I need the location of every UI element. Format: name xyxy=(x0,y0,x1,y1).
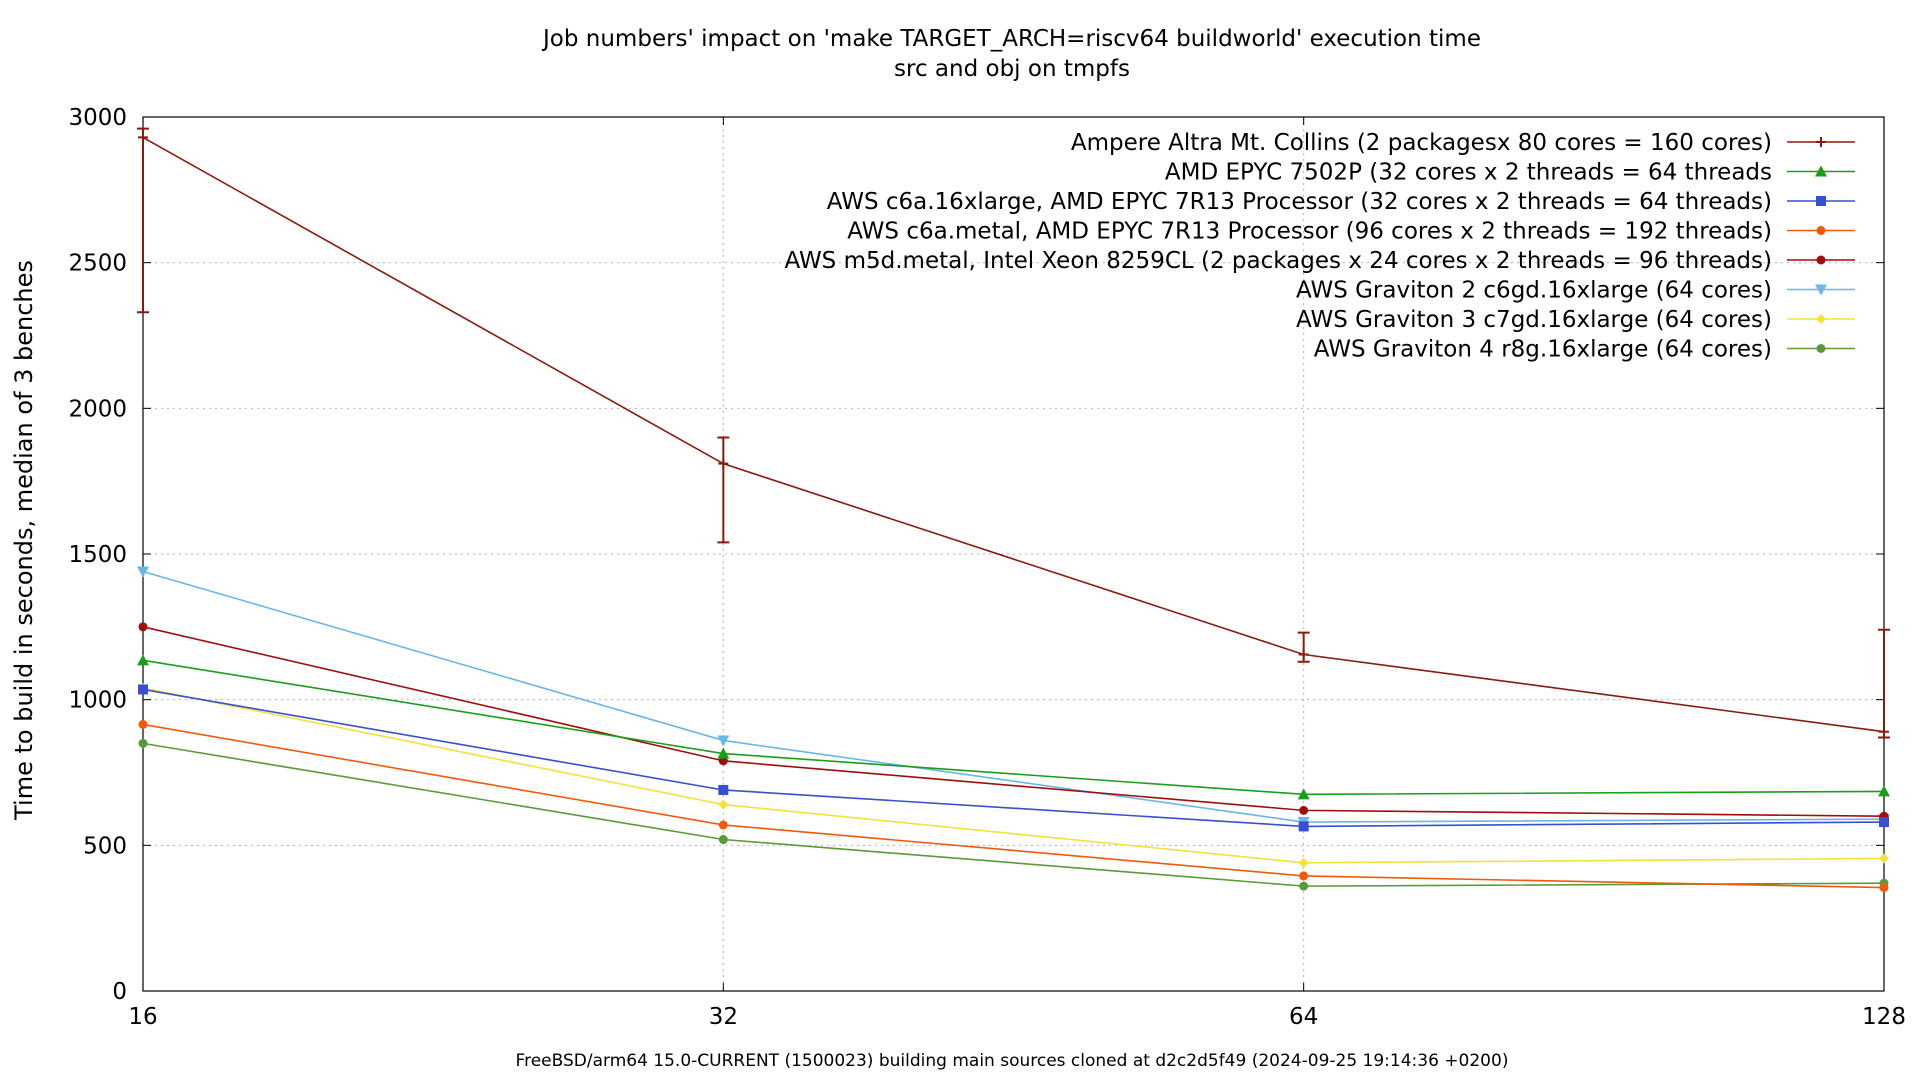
legend-label: AWS m5d.metal, Intel Xeon 8259CL (2 pack… xyxy=(784,248,1772,274)
series-plus xyxy=(137,127,1890,739)
series-line xyxy=(142,742,1885,887)
series-triangle xyxy=(137,654,1890,800)
data-point xyxy=(717,747,730,759)
data-point xyxy=(137,654,149,666)
series-line xyxy=(142,626,1885,817)
data-point xyxy=(717,735,730,747)
data-point xyxy=(1298,857,1309,868)
legend-label: AWS c6a.16xlarge, AMD EPYC 7R13 Processo… xyxy=(827,189,1772,215)
y-tick-label: 0 xyxy=(112,979,127,1005)
chart-title: Job numbers' impact on 'make TARGET_ARCH… xyxy=(541,26,1481,52)
series-circle xyxy=(138,622,1889,821)
y-tick-label: 3000 xyxy=(68,105,127,131)
legend-label: AWS Graviton 3 c7gd.16xlarge (64 cores) xyxy=(1296,307,1772,333)
legend-marker xyxy=(1815,284,1827,296)
data-point xyxy=(1299,805,1309,815)
y-tick-label: 2000 xyxy=(68,396,127,422)
data-point xyxy=(718,799,729,810)
chart-subtitle: src and obj on tmpfs xyxy=(894,56,1130,82)
series-circle xyxy=(138,719,1889,893)
data-point xyxy=(138,738,148,748)
legend-marker xyxy=(1816,226,1826,235)
data-point xyxy=(1879,726,1889,737)
series-group xyxy=(137,127,1890,893)
legend-label: AWS c6a.metal, AMD EPYC 7R13 Processor (… xyxy=(847,219,1772,245)
data-point xyxy=(1879,817,1889,828)
series-line xyxy=(142,570,1885,823)
data-point xyxy=(718,784,729,795)
data-point xyxy=(718,756,728,766)
legend-label: Ampere Altra Mt. Collins (2 packagesx 80… xyxy=(1071,130,1772,156)
data-point xyxy=(718,820,728,830)
data-point xyxy=(1297,788,1310,800)
series-square xyxy=(138,684,1889,832)
data-point xyxy=(138,132,148,143)
error-bar xyxy=(1878,628,1890,739)
data-point xyxy=(1298,821,1309,832)
legend-marker xyxy=(1815,165,1827,177)
data-point xyxy=(138,719,148,729)
series-line xyxy=(142,136,1885,733)
x-tick-label: 32 xyxy=(709,1004,738,1030)
data-point xyxy=(1299,881,1309,891)
legend-label: AMD EPYC 7502P (32 cores x 2 threads = 6… xyxy=(1165,160,1772,186)
axes: 0 500 1000 1500 2000 2500 3000 16 32 64 128 xyxy=(68,105,1906,1030)
series-line xyxy=(142,688,1885,828)
series-circle xyxy=(138,738,1889,891)
plot-frame xyxy=(142,116,1885,992)
y-tick-label: 2500 xyxy=(68,251,127,277)
data-point xyxy=(137,566,149,578)
y-tick-label: 500 xyxy=(83,833,127,859)
legend-label: AWS Graviton 4 r8g.16xlarge (64 cores) xyxy=(1314,337,1772,363)
legend-marker xyxy=(1816,196,1826,206)
series-line xyxy=(142,659,1885,796)
x-tick-label: 128 xyxy=(1862,1004,1906,1030)
x-tick-label: 16 xyxy=(128,1004,157,1030)
legend-marker xyxy=(1816,137,1826,147)
y-tick-label: 1000 xyxy=(68,688,127,714)
error-bar xyxy=(137,127,149,314)
legend-label: AWS Graviton 2 c6gd.16xlarge (64 cores) xyxy=(1296,278,1772,304)
y-tick-label: 1500 xyxy=(68,542,127,568)
legend-marker xyxy=(1816,344,1826,353)
data-point xyxy=(138,622,148,632)
series-line xyxy=(142,723,1885,889)
data-point xyxy=(1299,871,1309,881)
footer-note: FreeBSD/arm64 15.0-CURRENT (1500023) bui… xyxy=(516,1051,1509,1071)
data-point xyxy=(1878,785,1890,797)
data-point xyxy=(138,684,148,695)
data-point xyxy=(1879,883,1889,893)
data-point xyxy=(1879,853,1889,864)
legend-marker xyxy=(1816,314,1826,324)
data-point xyxy=(1298,649,1309,660)
data-point xyxy=(718,835,728,845)
y-axis-label: Time to build in seconds, median of 3 be… xyxy=(10,260,38,821)
legend-marker xyxy=(1816,255,1826,265)
x-tick-label: 64 xyxy=(1289,1004,1318,1030)
series-line xyxy=(142,687,1885,864)
series-diamond xyxy=(138,683,1889,868)
data-point xyxy=(718,458,729,469)
legend: Ampere Altra Mt. Collins (2 packagesx 80… xyxy=(784,130,1855,363)
error-bar xyxy=(717,436,730,544)
